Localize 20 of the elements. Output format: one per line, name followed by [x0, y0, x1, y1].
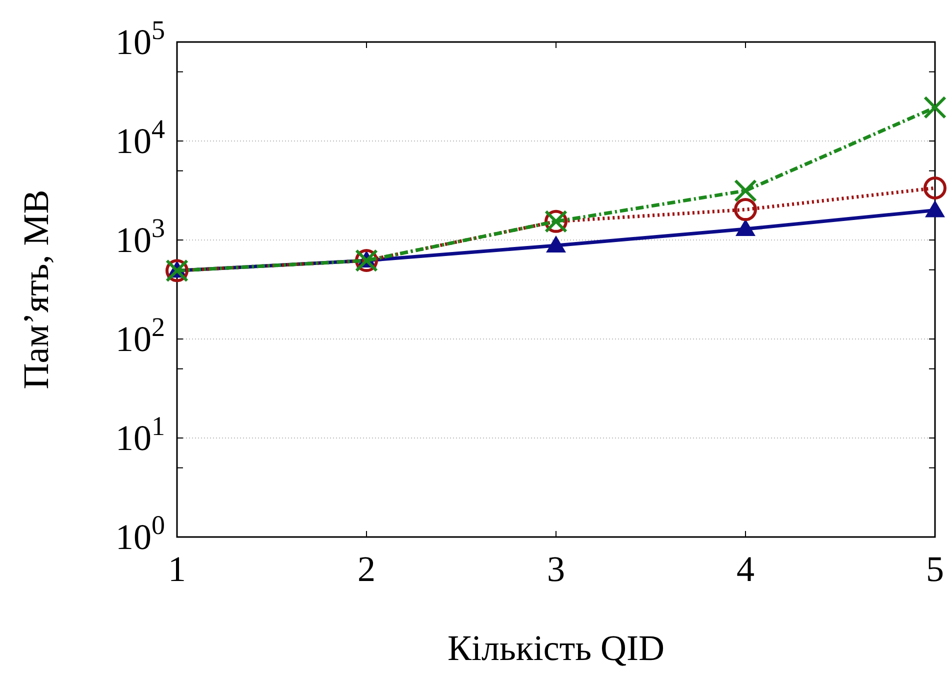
point	[546, 235, 566, 252]
y-tick-label: 10$^{4}$	[116, 114, 166, 161]
point	[734, 179, 757, 202]
y-tick-label: 10$^{5}$	[116, 15, 165, 62]
y-tick-label: 10$^{3}$	[116, 213, 165, 260]
x-tick-label: 5	[926, 549, 944, 589]
point	[924, 96, 946, 119]
y-tick-label: 10$^{1}$	[116, 411, 165, 458]
y-tick-label: 10$^{2}$	[116, 312, 165, 359]
x-axis-title: Кількість QID	[447, 628, 665, 668]
x-tick-label: 4	[736, 549, 754, 589]
point	[925, 200, 945, 218]
point	[734, 198, 757, 222]
x-tick-label: 2	[358, 549, 376, 589]
y-axis-title: Пам’ять, MB	[16, 190, 56, 390]
y-tick-label: 10$^{0}$	[116, 510, 165, 557]
point	[736, 219, 756, 236]
point	[924, 176, 946, 200]
x-tick-label: 1	[168, 549, 186, 589]
x-tick-label: 3	[547, 549, 565, 589]
